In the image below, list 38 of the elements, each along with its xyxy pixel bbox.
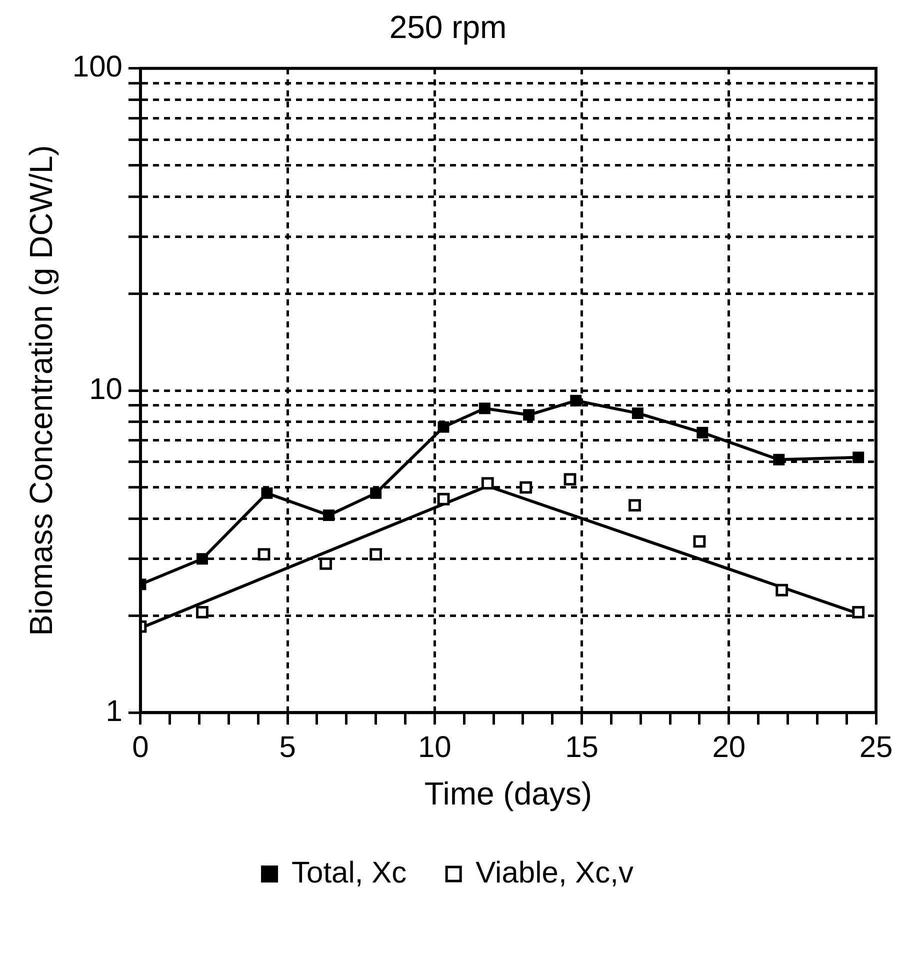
y-tick-label: 100 xyxy=(72,50,122,84)
point xyxy=(370,548,382,561)
point xyxy=(320,557,332,570)
point xyxy=(564,473,576,486)
y-tick-label: 10 xyxy=(89,372,122,406)
x-axis-title: Time (days) xyxy=(424,776,592,812)
point xyxy=(258,548,270,561)
y-tick-label: 1 xyxy=(106,694,122,728)
point xyxy=(776,584,788,596)
point xyxy=(261,487,273,499)
point xyxy=(773,454,785,466)
x-tick-label: 10 xyxy=(418,730,452,764)
x-tick-label: 5 xyxy=(279,730,296,764)
y-axis-title: Biomass Concentration (g DCW/L) xyxy=(23,145,60,636)
point xyxy=(523,409,535,421)
point xyxy=(478,402,490,414)
point xyxy=(628,499,641,512)
point xyxy=(196,553,208,565)
point xyxy=(520,481,532,494)
point xyxy=(852,606,865,618)
point xyxy=(632,407,644,419)
point xyxy=(693,535,706,548)
chart-title: 250 rpm xyxy=(389,9,507,46)
point xyxy=(196,606,208,618)
point xyxy=(370,487,382,499)
x-tick-label: 25 xyxy=(859,730,893,764)
legend-label: Viable, Xc,v xyxy=(476,856,634,890)
point xyxy=(438,421,450,433)
point xyxy=(481,477,494,490)
legend-label: Total, Xc xyxy=(292,856,407,890)
point xyxy=(323,509,334,521)
x-tick-label: 20 xyxy=(712,730,746,764)
point xyxy=(696,426,708,438)
point xyxy=(437,492,450,506)
point xyxy=(852,452,864,464)
x-tick-label: 15 xyxy=(565,730,598,764)
point xyxy=(570,394,582,406)
x-tick-label: 0 xyxy=(132,730,149,764)
